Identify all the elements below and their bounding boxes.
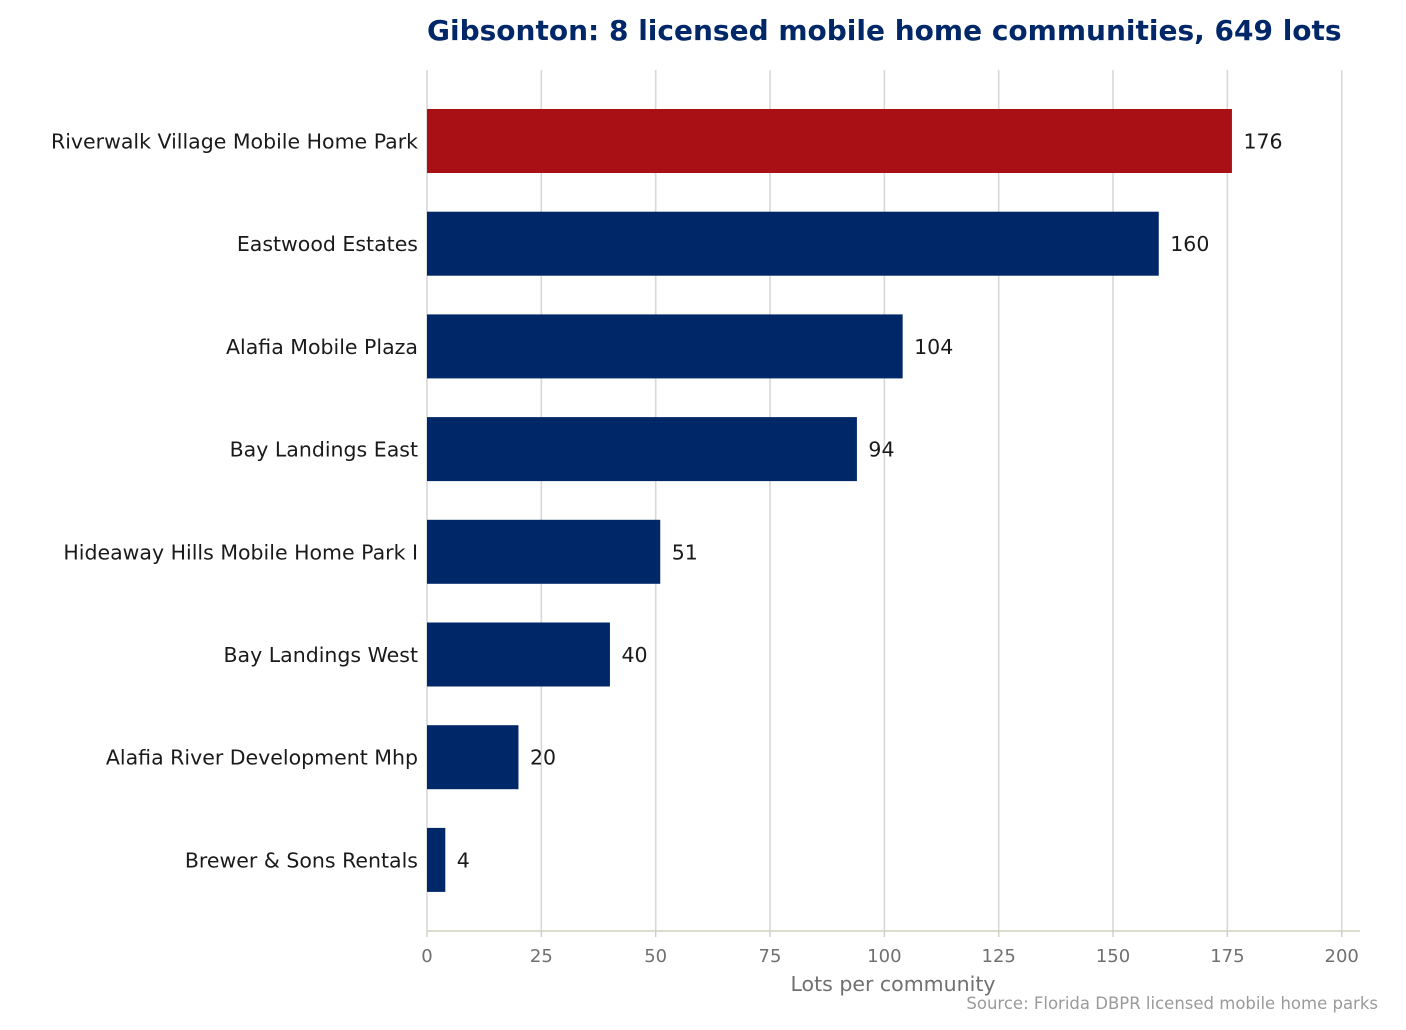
source-note: Source: Florida DBPR licensed mobile hom… bbox=[966, 994, 1378, 1013]
x-axis-ticks: 0 25 50 75 100 125 150 175 200 bbox=[421, 931, 1359, 967]
bar-5 bbox=[427, 519, 661, 584]
bar-6 bbox=[427, 622, 610, 687]
bars bbox=[427, 109, 1232, 892]
grid-lines bbox=[426, 70, 1343, 931]
category-label-8: Brewer & Sons Rentals bbox=[185, 848, 418, 872]
bar-3 bbox=[427, 314, 903, 379]
category-label-2: Eastwood Estates bbox=[237, 232, 418, 256]
category-label-1: Riverwalk Village Mobile Home Park bbox=[51, 130, 418, 154]
value-label-1: 176 bbox=[1243, 130, 1282, 154]
x-tick-label-75: 75 bbox=[759, 946, 782, 967]
x-tick-label-125: 125 bbox=[982, 946, 1016, 967]
value-labels: 176 160 104 94 51 40 20 4 bbox=[457, 130, 1283, 873]
x-tick-label-0: 0 bbox=[421, 946, 432, 967]
category-label-4: Bay Landings East bbox=[230, 438, 418, 462]
x-tick-label-150: 150 bbox=[1096, 946, 1130, 967]
x-tick-label-50: 50 bbox=[644, 946, 667, 967]
value-label-3: 104 bbox=[914, 335, 953, 359]
category-label-7: Alafia River Development Mhp bbox=[106, 746, 418, 770]
value-label-7: 20 bbox=[530, 746, 556, 770]
x-tick-label-100: 100 bbox=[867, 946, 901, 967]
bar-8 bbox=[427, 827, 446, 892]
x-axis-label: Lots per community bbox=[790, 972, 995, 996]
bar-1 bbox=[427, 109, 1232, 173]
x-tick-label-25: 25 bbox=[530, 946, 553, 967]
value-label-2: 160 bbox=[1170, 232, 1209, 256]
category-label-5: Hideaway Hills Mobile Home Park I bbox=[63, 540, 418, 564]
value-label-6: 40 bbox=[621, 643, 647, 667]
bar-7 bbox=[427, 725, 519, 790]
chart-title: Gibsonton: 8 licensed mobile home commun… bbox=[427, 14, 1342, 47]
category-labels: Riverwalk Village Mobile Home Park Eastwo… bbox=[51, 130, 418, 873]
category-label-3: Alafia Mobile Plaza bbox=[226, 335, 418, 359]
bar-2 bbox=[427, 211, 1159, 276]
x-tick-label-200: 200 bbox=[1325, 946, 1359, 967]
value-label-5: 51 bbox=[672, 540, 698, 564]
value-label-8: 4 bbox=[457, 848, 470, 872]
x-tick-label-175: 175 bbox=[1210, 946, 1244, 967]
bar-4 bbox=[427, 417, 857, 482]
value-label-4: 94 bbox=[868, 438, 894, 462]
category-label-6: Bay Landings West bbox=[223, 643, 418, 667]
